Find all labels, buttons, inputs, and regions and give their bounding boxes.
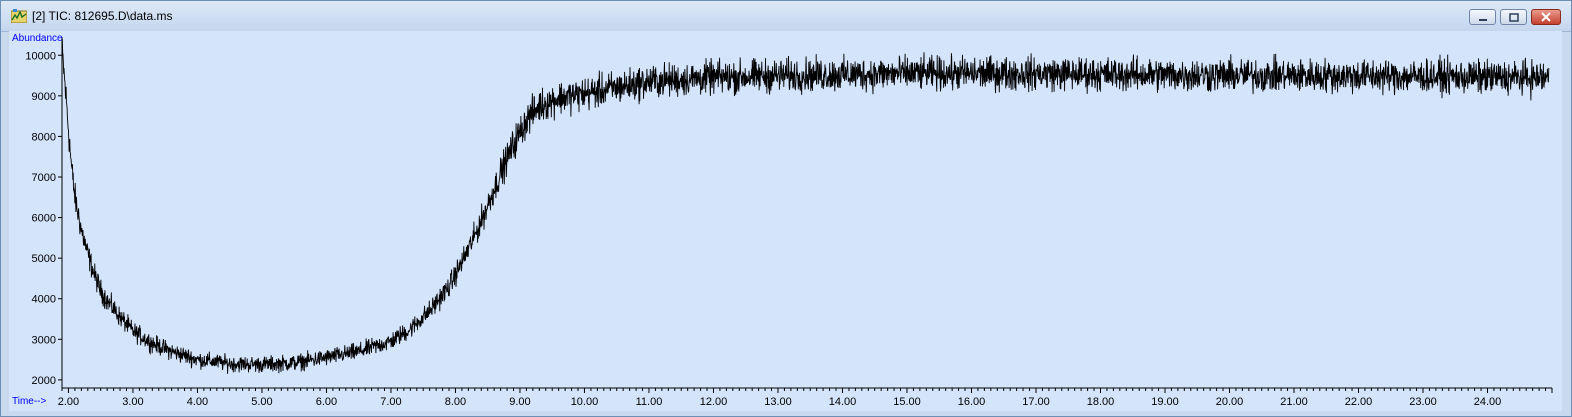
- y-tick-label: 7000: [32, 172, 56, 184]
- x-tick-label: 19.00: [1151, 396, 1179, 408]
- x-tick-label: 21.00: [1280, 396, 1308, 408]
- restore-icon: [1509, 13, 1519, 22]
- y-tick-label: 2000: [32, 375, 56, 387]
- x-tick-label: 8.00: [445, 396, 466, 408]
- y-tick-label: 8000: [32, 131, 56, 143]
- close-icon: [1541, 12, 1551, 22]
- x-axis-title: Time-->: [12, 396, 47, 407]
- x-tick-label: 4.00: [187, 396, 208, 408]
- x-tick-label: 23.00: [1409, 396, 1437, 408]
- chromatogram-app-icon: [11, 9, 27, 23]
- x-tick-label: 16.00: [958, 396, 986, 408]
- title-bar[interactable]: [2] TIC: 812695.D\data.ms: [1, 1, 1571, 32]
- tic-trace-line: [61, 39, 1550, 374]
- x-tick-label: 13.00: [764, 396, 792, 408]
- x-tick-label: 6.00: [316, 396, 337, 408]
- x-tick-label: 3.00: [122, 396, 143, 408]
- tic-chart[interactable]: 2000 3000 4000 5000 6000 7000 8000 9000 10000 2.…: [9, 31, 1562, 411]
- minimize-icon: [1479, 19, 1487, 21]
- x-tick-label: 18.00: [1087, 396, 1115, 408]
- x-tick-label: 14.00: [829, 396, 857, 408]
- x-tick-label: 9.00: [509, 396, 530, 408]
- x-tick-label: 17.00: [1022, 396, 1050, 408]
- x-tick-label: 12.00: [700, 396, 728, 408]
- maximize-button[interactable]: [1500, 9, 1527, 25]
- window-title: [2] TIC: 812695.D\data.ms: [32, 9, 173, 23]
- minimize-button[interactable]: [1469, 9, 1496, 25]
- x-tick-label: 7.00: [380, 396, 401, 408]
- plot-area[interactable]: 2000 3000 4000 5000 6000 7000 8000 9000 10000 2.…: [9, 31, 1562, 411]
- y-tick-label: 9000: [32, 91, 56, 103]
- x-tick-label: 15.00: [893, 396, 921, 408]
- y-tick-label: 10000: [25, 50, 56, 62]
- x-tick-label: 20.00: [1216, 396, 1244, 408]
- x-tick-label: 11.00: [636, 396, 663, 408]
- x-tick-label: 2.00: [58, 396, 79, 408]
- x-tick-label: 5.00: [251, 396, 272, 408]
- x-tick-label: 24.00: [1474, 396, 1502, 408]
- y-tick-label: 3000: [32, 334, 56, 346]
- y-axis-title: Abundance: [12, 33, 63, 44]
- x-tick-label: 22.00: [1345, 396, 1373, 408]
- close-button[interactable]: [1531, 9, 1561, 25]
- y-tick-label: 6000: [32, 213, 56, 225]
- y-tick-label: 5000: [32, 253, 56, 265]
- x-tick-label: 10.00: [571, 396, 599, 408]
- y-tick-label: 4000: [32, 294, 56, 306]
